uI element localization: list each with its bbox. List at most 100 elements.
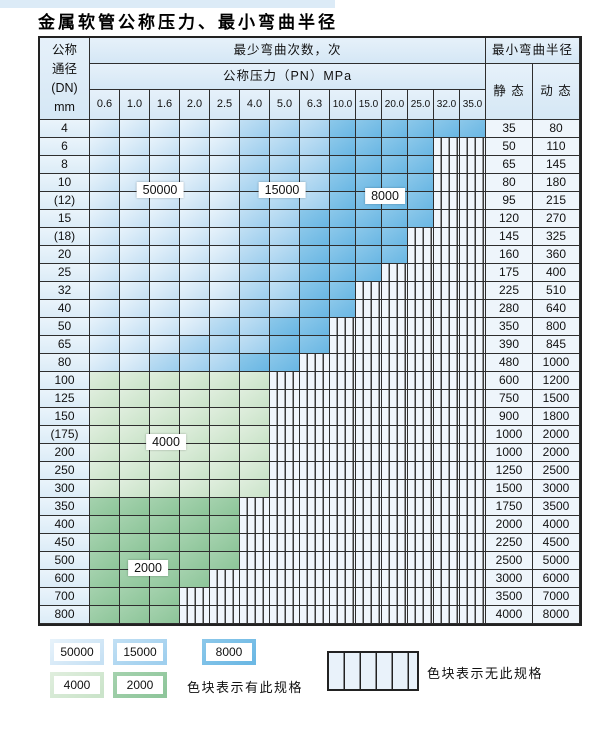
spec-cell-none [270, 390, 300, 408]
spec-cell [120, 534, 150, 552]
spec-cell-none [356, 606, 382, 624]
static-value: 1000 [486, 444, 533, 462]
spec-cell-none [300, 390, 330, 408]
static-value: 120 [486, 210, 533, 228]
spec-cell [90, 444, 120, 462]
spec-cell [150, 408, 180, 426]
dn-cell: 25 [40, 264, 90, 282]
spec-cell [330, 120, 356, 138]
spec-cell-none [300, 444, 330, 462]
spec-cell-none [460, 372, 486, 390]
legend-swatch-label: 15000 [117, 643, 163, 661]
spec-cell-none [356, 444, 382, 462]
dynamic-value: 325 [533, 228, 580, 246]
spec-cell [240, 264, 270, 282]
spec-cell [150, 120, 180, 138]
pressure-radius-table: 公称 通径 (DN) mm 最少弯曲次数，次 公称压力（PN）MPa 最小弯曲半… [38, 36, 582, 626]
spec-cell-none [240, 534, 270, 552]
spec-cell-none [460, 318, 486, 336]
spec-cell-none [356, 408, 382, 426]
pn-tick-0.6: 0.6 [90, 90, 120, 120]
spec-cell [210, 516, 240, 534]
spec-cell [180, 552, 210, 570]
spec-cell-none [356, 552, 382, 570]
spec-cell [180, 264, 210, 282]
spec-cell-none [180, 588, 210, 606]
static-value: 175 [486, 264, 533, 282]
legend-swatch-label: 2000 [117, 676, 163, 694]
spec-cell [90, 228, 120, 246]
spec-cell-none [356, 336, 382, 354]
spec-cell-none [356, 480, 382, 498]
spec-cell [180, 192, 210, 210]
spec-cell-none [330, 498, 356, 516]
dn-cell: 40 [40, 300, 90, 318]
spec-cell-none [408, 498, 434, 516]
dynamic-value: 5000 [533, 552, 580, 570]
spec-cell [90, 408, 120, 426]
spec-cell [120, 282, 150, 300]
spec-cell [180, 534, 210, 552]
spec-cell-none [270, 498, 300, 516]
dynamic-value: 845 [533, 336, 580, 354]
spec-cell [180, 336, 210, 354]
spec-cell [240, 480, 270, 498]
spec-cell-none [434, 264, 460, 282]
dynamic-value: 1000 [533, 354, 580, 372]
static-value: 50 [486, 138, 533, 156]
spec-cell-none [382, 588, 408, 606]
spec-cell-none [300, 354, 330, 372]
spec-cell [382, 138, 408, 156]
spec-cell [180, 390, 210, 408]
spec-cell-none [460, 210, 486, 228]
spec-cell-none [460, 138, 486, 156]
spec-cell-none [330, 444, 356, 462]
spec-cell [210, 426, 240, 444]
spec-cell-none [300, 498, 330, 516]
spec-cell [240, 246, 270, 264]
dynamic-value: 2000 [533, 426, 580, 444]
spec-cell-none [330, 588, 356, 606]
spec-cell [90, 318, 120, 336]
pn-tick-1.0: 1.0 [120, 90, 150, 120]
spec-cell [240, 336, 270, 354]
spec-cell-none [300, 426, 330, 444]
spec-cell [330, 228, 356, 246]
spec-cell-none [382, 282, 408, 300]
spec-cell [150, 282, 180, 300]
spec-cell [270, 228, 300, 246]
spec-cell-none [408, 588, 434, 606]
spec-cell [180, 462, 210, 480]
pn-tick-2.0: 2.0 [180, 90, 210, 120]
static-value: 2000 [486, 516, 533, 534]
spec-cell-none [330, 318, 356, 336]
spec-cell-none [460, 498, 486, 516]
pn-tick-20.0: 20.0 [382, 90, 408, 120]
spec-cell-none [210, 588, 240, 606]
legend-no-spec-swatch [327, 651, 419, 691]
static-value: 145 [486, 228, 533, 246]
spec-cell [180, 570, 210, 588]
spec-cell [300, 156, 330, 174]
dn-cell: 8 [40, 156, 90, 174]
spec-cell [150, 390, 180, 408]
spec-cell [150, 318, 180, 336]
spec-cell-none [460, 390, 486, 408]
spec-cell [210, 228, 240, 246]
spec-cell-none [382, 606, 408, 624]
spec-cell-none [210, 606, 240, 624]
spec-cell-none [460, 228, 486, 246]
spec-cell [240, 300, 270, 318]
spec-cell [120, 336, 150, 354]
spec-cell [120, 606, 150, 624]
spec-cell [240, 462, 270, 480]
spec-cell-none [408, 606, 434, 624]
spec-cell [330, 156, 356, 174]
bend-count-header: 最少弯曲次数，次 [90, 38, 486, 64]
spec-cell-none [356, 282, 382, 300]
dynamic-value: 3500 [533, 498, 580, 516]
spec-cell [90, 264, 120, 282]
spec-cell [150, 534, 180, 552]
spec-cell-none [270, 444, 300, 462]
spec-cell-none [270, 516, 300, 534]
